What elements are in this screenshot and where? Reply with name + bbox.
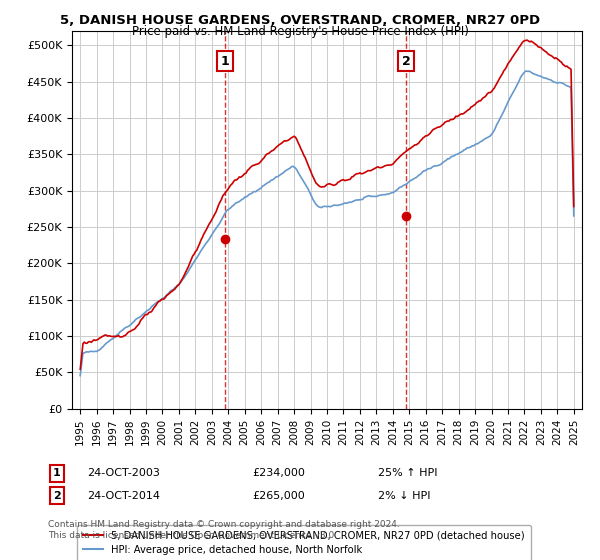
Text: 24-OCT-2014: 24-OCT-2014 [87, 491, 160, 501]
Text: £265,000: £265,000 [252, 491, 305, 501]
Legend: 5, DANISH HOUSE GARDENS, OVERSTRAND, CROMER, NR27 0PD (detached house), HPI: Ave: 5, DANISH HOUSE GARDENS, OVERSTRAND, CRO… [77, 525, 530, 560]
Text: Contains HM Land Registry data © Crown copyright and database right 2024.: Contains HM Land Registry data © Crown c… [48, 520, 400, 529]
Text: This data is licensed under the Open Government Licence v3.0.: This data is licensed under the Open Gov… [48, 531, 337, 540]
Text: 2% ↓ HPI: 2% ↓ HPI [378, 491, 431, 501]
Text: 1: 1 [221, 54, 230, 68]
Text: 2: 2 [53, 491, 61, 501]
Text: 25% ↑ HPI: 25% ↑ HPI [378, 468, 437, 478]
Text: 1: 1 [53, 468, 61, 478]
Text: 24-OCT-2003: 24-OCT-2003 [87, 468, 160, 478]
Text: £234,000: £234,000 [252, 468, 305, 478]
Text: 5, DANISH HOUSE GARDENS, OVERSTRAND, CROMER, NR27 0PD: 5, DANISH HOUSE GARDENS, OVERSTRAND, CRO… [60, 14, 540, 27]
Text: 2: 2 [402, 54, 410, 68]
Text: Price paid vs. HM Land Registry's House Price Index (HPI): Price paid vs. HM Land Registry's House … [131, 25, 469, 38]
